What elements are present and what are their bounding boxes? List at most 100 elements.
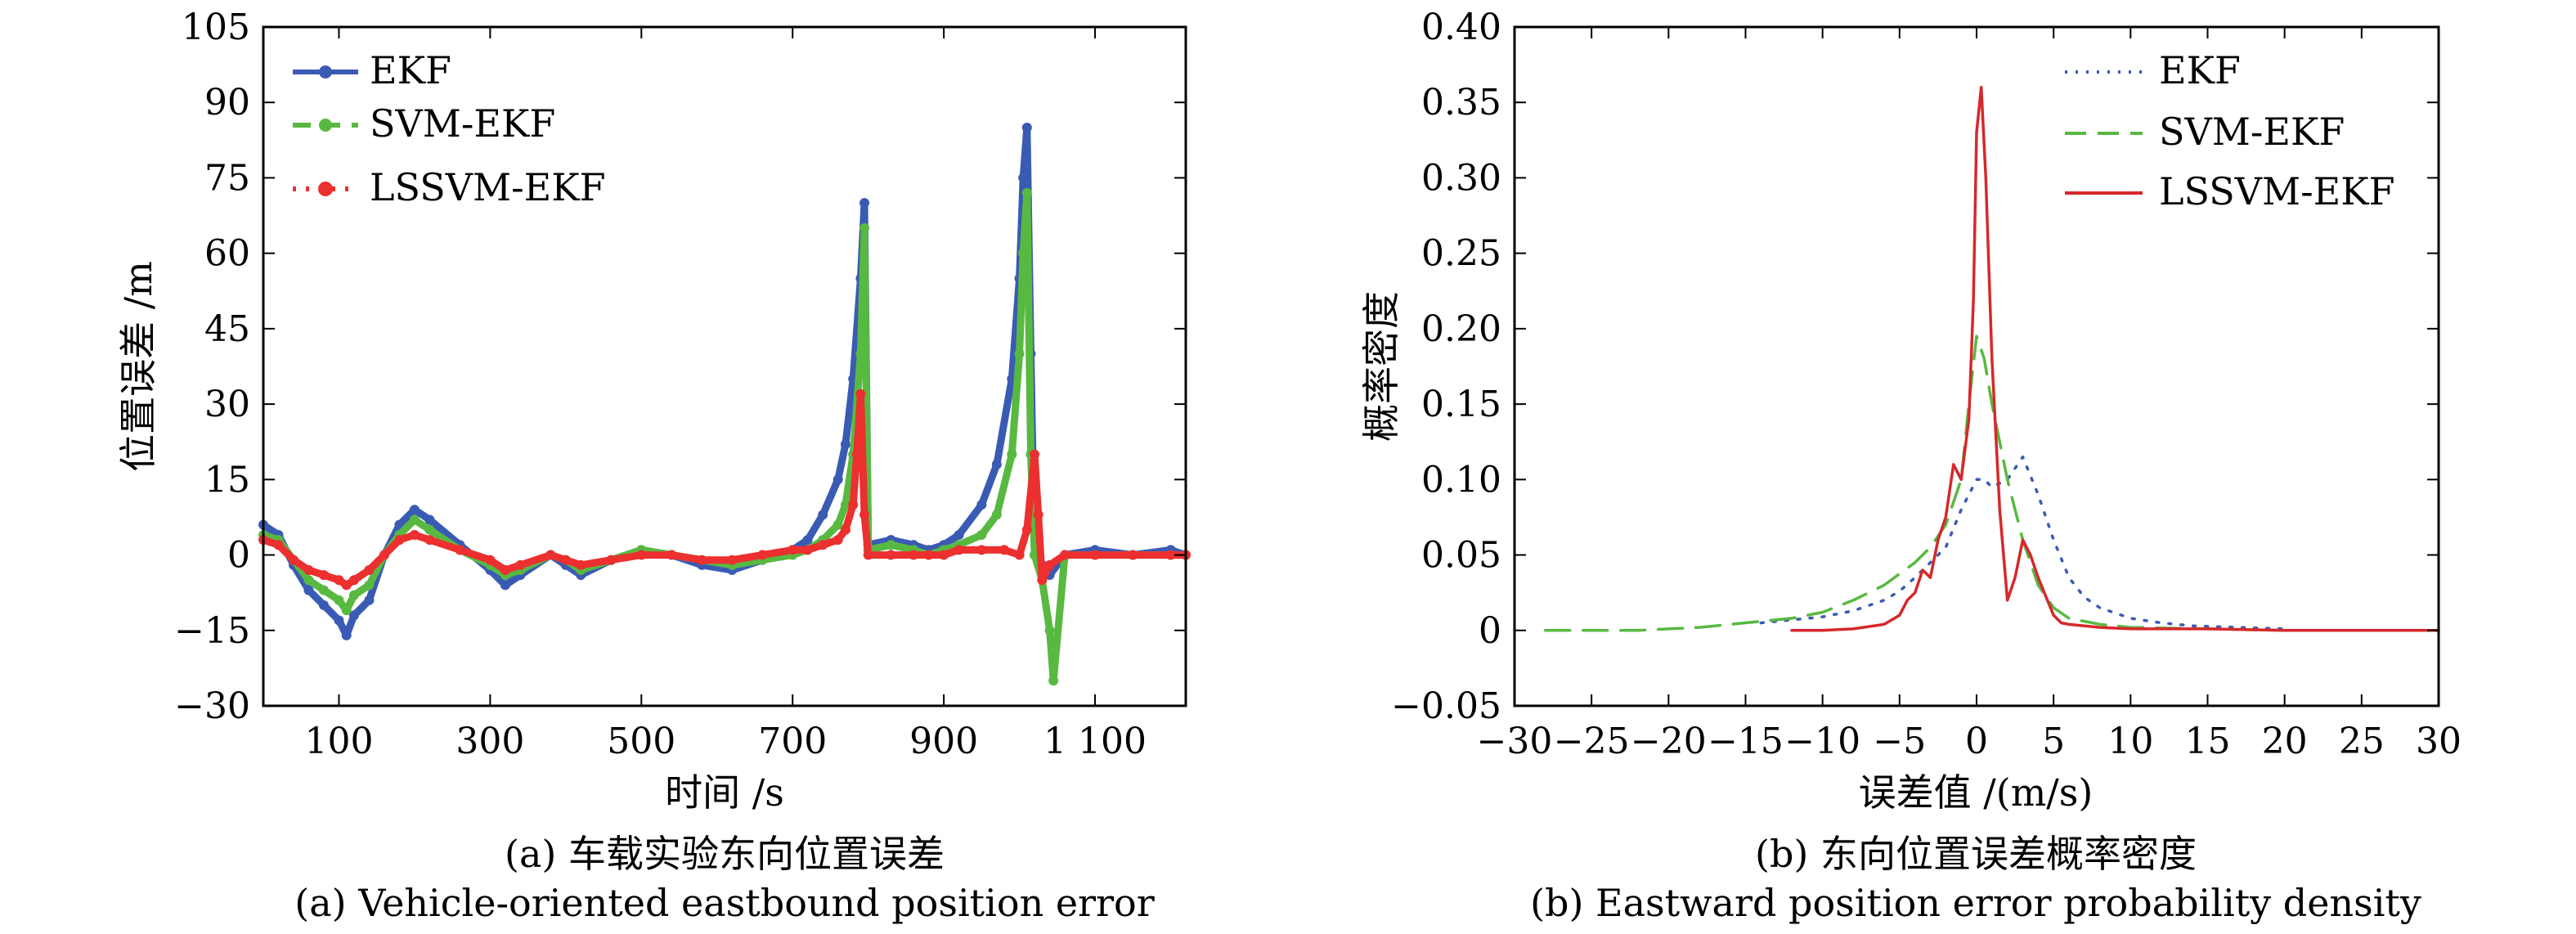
series-lssvm-ekf-point <box>409 529 420 540</box>
ytick-label: 15 <box>204 459 250 501</box>
series-lssvm-ekf-point <box>909 550 919 560</box>
legend-b-ekf-label: EKF <box>2159 48 2241 92</box>
xtick-label: 1 100 <box>1043 721 1147 762</box>
xtick-label: 10 <box>2107 721 2153 762</box>
ytick-label: 0.10 <box>1421 459 1501 501</box>
series-svm-ekf-point <box>859 222 870 233</box>
series-lssvm-ekf-point <box>379 550 389 560</box>
series-lssvm-ekf-point <box>727 555 738 565</box>
series-lssvm-ekf-point <box>855 388 866 399</box>
series-ekf-point <box>954 529 964 540</box>
series-lssvm-ekf-point <box>886 550 896 560</box>
series-ekf-point <box>334 615 344 626</box>
series-svm-ekf-point <box>303 575 314 586</box>
xtick-label: 5 <box>2042 721 2065 762</box>
series-svm-ekf-point <box>334 595 344 605</box>
legend-svm-ekf-marker <box>319 119 332 132</box>
xtick-label: 100 <box>304 721 373 762</box>
series-ekf-point <box>318 600 329 611</box>
series-lssvm-ekf-point <box>545 550 556 560</box>
legend-ekf-label: EKF <box>370 48 451 92</box>
xtick-label: −20 <box>1631 721 1707 762</box>
series-lssvm-ekf-point <box>954 545 964 555</box>
panel-a-caption-en: (a) Vehicle-oriented eastbound position … <box>294 881 1154 925</box>
legend-ekf-marker <box>319 65 332 79</box>
xtick-label: −30 <box>1477 721 1553 762</box>
series-lssvm-ekf-point <box>863 550 873 560</box>
ytick-label: 0 <box>1479 610 1501 652</box>
legend-b-svm-ekf-label: SVM-EKF <box>2159 110 2345 154</box>
series-lssvm-ekf-point <box>1014 550 1025 560</box>
xtick-label: 15 <box>2185 721 2231 762</box>
ytick-label: −15 <box>174 610 250 652</box>
series-lssvm-ekf-point <box>1090 550 1101 560</box>
panel-a: 100 300 500 700 900 1 100 105 90 75 60 45 30 15 0 −15 −… <box>116 7 1191 925</box>
series-svm-ekf-point <box>855 348 866 359</box>
xtick-label: −5 <box>1873 721 1926 762</box>
panel-a-series-layer <box>258 122 1191 686</box>
series-ekf-point <box>1018 173 1029 183</box>
panel-a-legend: EKF SVM-EKF LSSVM-EKF <box>293 48 606 209</box>
series-ekf-point <box>991 459 1002 469</box>
series-ekf-point <box>859 198 870 209</box>
series-svm-ekf-point <box>976 529 987 540</box>
panel-b-xlabel: 误差值 /(m/s) <box>1859 770 2094 815</box>
series-ekf-point <box>976 500 987 510</box>
series-svm-ekf-point <box>1044 625 1055 635</box>
series-svm-ekf-point <box>348 590 359 600</box>
series-ekf-point <box>1021 122 1032 132</box>
ytick-label: 0.15 <box>1421 384 1501 425</box>
series-svm-ekf-point <box>1021 187 1032 198</box>
series-ekf-point <box>341 630 352 640</box>
xtick-label: 500 <box>607 721 675 762</box>
legend-svm-ekf-label: SVM-EKF <box>370 101 555 146</box>
series-lssvm-ekf-point <box>802 545 813 555</box>
series-svm-ekf-line <box>259 189 1190 685</box>
ytick-label: 0.35 <box>1421 82 1501 123</box>
series-ekf-point <box>832 474 843 485</box>
series-svm-ekf-point <box>1007 449 1017 460</box>
panel-b-ylabel: 概率密度 <box>1359 291 1403 442</box>
xtick-label: 700 <box>758 721 827 762</box>
series-lssvm-ekf-line <box>259 390 1190 589</box>
series-lssvm-ekf-line <box>1790 86 2440 632</box>
series-lssvm-ekf-point <box>1033 510 1043 520</box>
series-lssvm-ekf-point <box>1021 524 1032 535</box>
panel-b-series-layer <box>1543 86 2440 632</box>
series-ekf-point <box>409 505 420 515</box>
series-ekf-point <box>818 510 828 520</box>
ytick-label: 0.20 <box>1421 308 1501 350</box>
legend-b-lssvm-ekf-label: LSSVM-EKF <box>2159 169 2395 213</box>
xtick-label: 0 <box>1965 721 1988 762</box>
xtick-label: −15 <box>1708 721 1784 762</box>
xtick-label: 30 <box>2416 721 2462 762</box>
series-lssvm-ekf-point <box>341 580 352 590</box>
series-ekf-point <box>840 439 850 450</box>
panel-b-ticks: −30 −25 −20 −15 −10 −5 0 5 10 15 20 25 30 0.40 0.35 0.3… <box>1391 7 2462 762</box>
legend-lssvm-ekf-marker <box>318 182 333 196</box>
xtick-label: −25 <box>1554 721 1630 762</box>
series-ekf-point <box>802 535 813 546</box>
series-svm-ekf-point <box>886 540 896 550</box>
series-svm-ekf-point <box>1018 248 1029 258</box>
series-lssvm-ekf-point <box>818 540 828 550</box>
series-svm-ekf-point <box>318 585 329 595</box>
series-lssvm-ekf-point <box>840 524 850 535</box>
ytick-label: −0.05 <box>1391 685 1501 727</box>
panel-a-ylabel: 位置误差 /m <box>116 261 160 472</box>
series-lssvm-ekf-point <box>757 550 768 560</box>
series-lssvm-ekf-point <box>697 555 707 565</box>
ytick-label: 30 <box>204 384 250 425</box>
series-lssvm-ekf-point <box>485 555 496 565</box>
series-lssvm-ekf-point <box>606 555 617 565</box>
series-lssvm-ekf-point <box>1044 559 1055 570</box>
xtick-label: 20 <box>2262 721 2308 762</box>
ytick-label: 90 <box>204 82 250 123</box>
panel-a-caption-cn: (a) 车载实验东向位置误差 <box>505 832 945 876</box>
series-svm-ekf-point <box>409 514 420 525</box>
series-lssvm-ekf-point <box>666 550 677 560</box>
series-lssvm-ekf-point <box>636 550 647 560</box>
series-lssvm-ekf-point <box>560 555 571 565</box>
ytick-label: −30 <box>174 685 250 727</box>
series-lssvm-ekf-point <box>455 545 465 555</box>
